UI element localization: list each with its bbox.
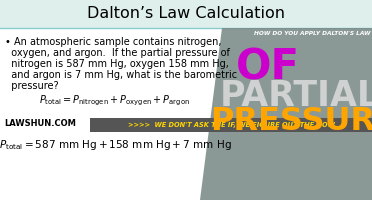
Text: $P_{\mathrm{total}} = P_{\mathrm{nitrogen}} + P_{\mathrm{oxygen}} + P_{\mathrm{a: $P_{\mathrm{total}} = P_{\mathrm{nitroge… [39,94,190,108]
Text: HOW DO YOU APPLY DALTON'S LAW: HOW DO YOU APPLY DALTON'S LAW [253,31,370,36]
Text: $P_{\mathrm{total}} = 587\ \mathrm{mm\ Hg} + 158\ \mathrm{mm\ Hg} + 7\ \mathrm{m: $P_{\mathrm{total}} = 587\ \mathrm{mm\ H… [0,138,231,152]
Bar [0,0,372,28]
Text: pressure?: pressure? [5,81,59,91]
Text: nitrogen is 587 mm Hg, oxygen 158 mm Hg,: nitrogen is 587 mm Hg, oxygen 158 mm Hg, [5,59,229,69]
Text: and argon is 7 mm Hg, what is the barometric: and argon is 7 mm Hg, what is the barome… [5,70,237,80]
Text: oxygen, and argon.  If the partial pressure of: oxygen, and argon. If the partial pressu… [5,48,230,58]
Text: OF: OF [236,47,300,89]
Text: LAWSHUN.COM: LAWSHUN.COM [4,119,76,129]
Text: • An atmospheric sample contains nitroɡen,: • An atmospheric sample contains nitroɡe… [5,37,221,47]
Polygon shape [200,28,372,200]
Text: Dalton’s Law Calculation: Dalton’s Law Calculation [87,6,285,21]
Text: >>>>  WE DON'T ASK THE IF, WE FIGURE OUT THE HOW: >>>> WE DON'T ASK THE IF, WE FIGURE OUT … [128,122,334,128]
Text: PARTIAL: PARTIAL [220,79,372,113]
Bar [90,118,372,132]
Text: PRESSURES: PRESSURES [210,106,372,138]
